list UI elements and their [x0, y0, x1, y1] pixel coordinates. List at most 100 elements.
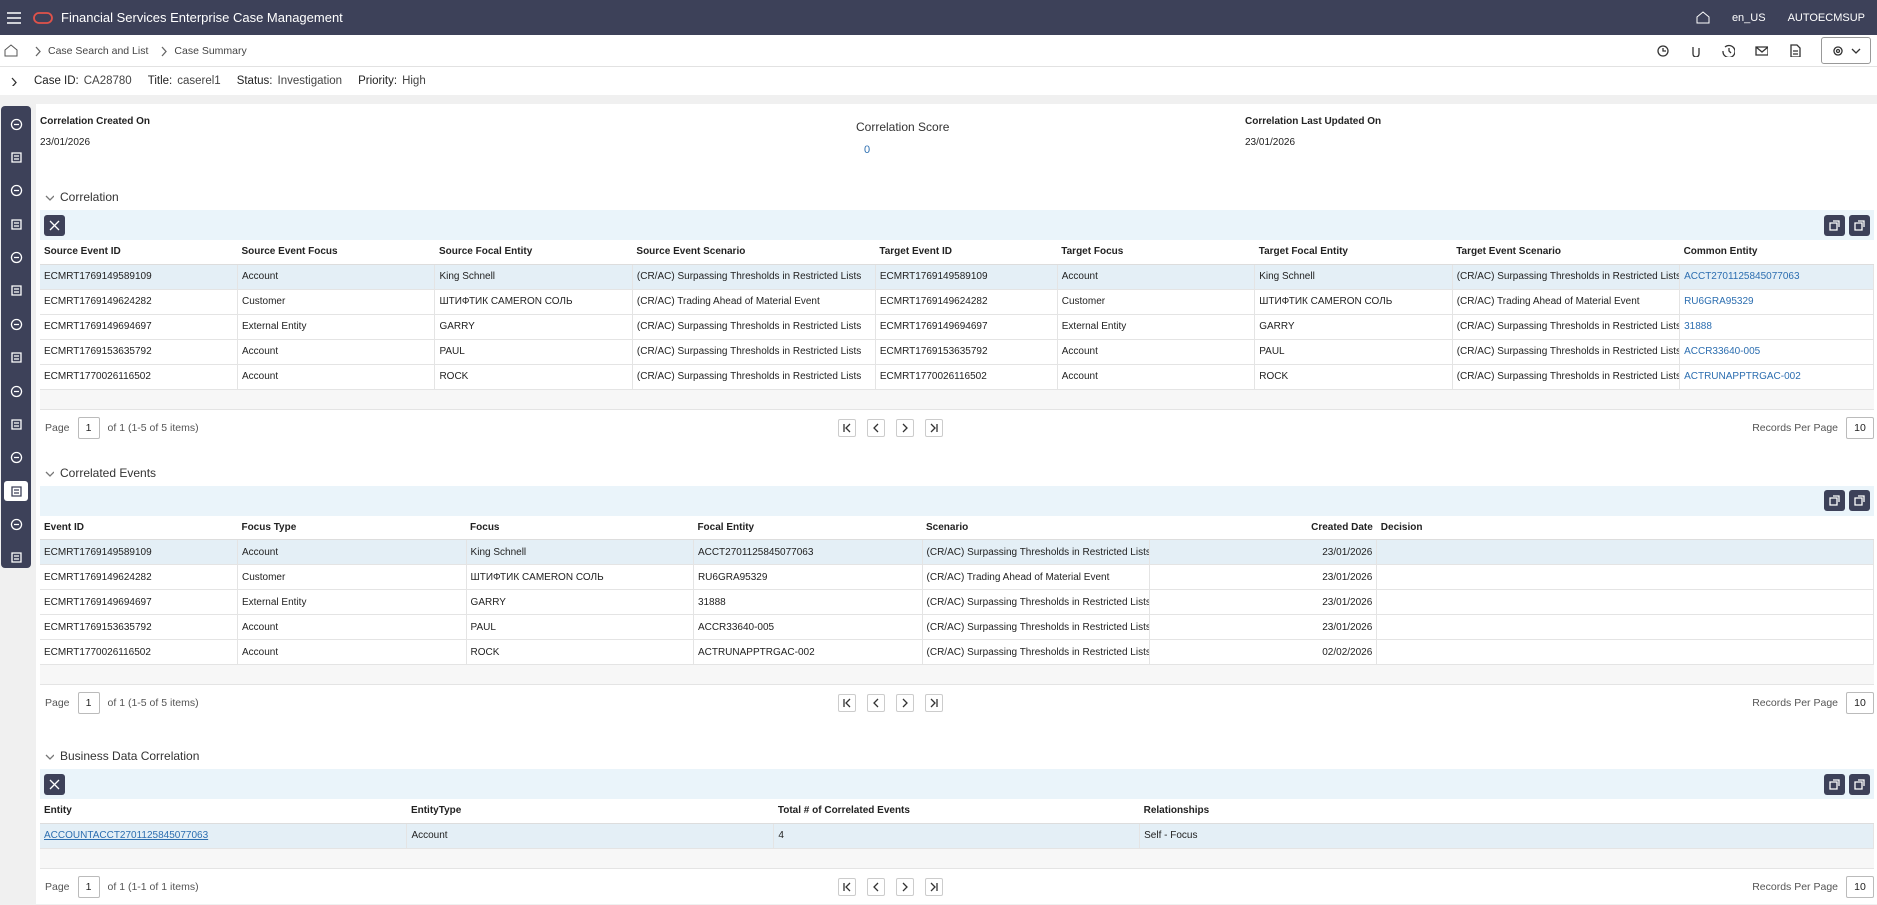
- page-button[interactable]: [896, 694, 914, 712]
- collapse-icon[interactable]: [44, 468, 54, 478]
- header-action[interactable]: [1656, 44, 1669, 57]
- table-row[interactable]: ECMRT1769153635792 Account PAUL ACCR33640-0…: [40, 614, 1874, 640]
- settings-button[interactable]: [1821, 37, 1871, 64]
- case-field-label: Priority:: [358, 75, 398, 87]
- rail-item[interactable]: [4, 414, 28, 434]
- entity-link[interactable]: ACCT2701125845077063: [1684, 271, 1800, 282]
- toolbar-button[interactable]: [1824, 214, 1845, 236]
- collapse-icon[interactable]: [44, 751, 54, 761]
- page-button[interactable]: [867, 877, 885, 896]
- rail-icon-shape: [10, 352, 22, 363]
- menu-icon[interactable]: [7, 11, 23, 24]
- table-cell: ECMRT1769149589109: [40, 264, 238, 290]
- toolbar-button[interactable]: [1824, 773, 1845, 795]
- table-row[interactable]: ECMRT1769149694697 External Entity GARRY 31…: [40, 589, 1874, 615]
- page-button[interactable]: [925, 418, 943, 437]
- rail-item[interactable]: [4, 147, 28, 167]
- page-button[interactable]: [925, 694, 943, 712]
- chevron-shape: [35, 46, 41, 56]
- entity-link[interactable]: ACCOUNTACCT2701125845077063: [44, 830, 209, 841]
- entity-link[interactable]: ACTRUNAPPTRGAC-002: [1684, 371, 1801, 382]
- tool-icon: [1829, 495, 1840, 506]
- table-row[interactable]: ECMRT1770026116502 Account ROCK (CR/AC) Sur…: [40, 364, 1874, 390]
- column-header: Target Focus: [1057, 240, 1255, 265]
- table-row[interactable]: ECMRT1769149624282 Customer ШТИФТИК CAMERO…: [40, 564, 1874, 590]
- page-button[interactable]: [838, 877, 856, 896]
- expand-icon[interactable]: [8, 76, 18, 86]
- table-row[interactable]: ACCOUNTACCT2701125845077063 Account 4 Self …: [40, 823, 1874, 849]
- rail-item[interactable]: [4, 114, 28, 134]
- records-label: Records Per Page: [1752, 880, 1838, 893]
- page-button[interactable]: [867, 694, 885, 712]
- entity-link[interactable]: RU6GRA95329: [1684, 296, 1754, 307]
- toolbar-button[interactable]: [1824, 490, 1845, 511]
- rail-item[interactable]: [4, 381, 28, 401]
- page-button[interactable]: [838, 418, 856, 437]
- records-input[interactable]: 10: [1846, 875, 1874, 898]
- breadcrumb[interactable]: Case Summary: [174, 44, 247, 57]
- header-action[interactable]: [1788, 44, 1801, 57]
- page-button[interactable]: [896, 877, 914, 896]
- table-cell: (CR/AC) Trading Ahead of Material Event: [922, 564, 1150, 590]
- table-row[interactable]: ECMRT1769149589109 Account King Schnell ACC…: [40, 539, 1874, 565]
- page-button[interactable]: [896, 418, 914, 437]
- header-action[interactable]: [1755, 44, 1768, 57]
- table-row[interactable]: ECMRT1769149624282 Customer ШТИФТИК CAMERO…: [40, 289, 1874, 315]
- page-button-icon: [930, 698, 938, 708]
- toolbar-button[interactable]: [1849, 214, 1870, 236]
- breadcrumb[interactable]: Case Search and List: [48, 44, 149, 57]
- page-button-icon: [843, 882, 851, 891]
- logo: [33, 11, 53, 24]
- locale[interactable]: en_US: [1731, 11, 1766, 24]
- home-icon[interactable]: [1696, 11, 1710, 24]
- user-menu[interactable]: AUTOECMSUP: [1787, 11, 1865, 24]
- table-cell: ECMRT1770026116502: [40, 364, 238, 390]
- rail-item[interactable]: [4, 548, 28, 568]
- entity-link[interactable]: 31888: [1684, 321, 1712, 332]
- rail-item[interactable]: [4, 480, 28, 502]
- gear-icon-shape: [1833, 46, 1843, 56]
- home-icon[interactable]: [4, 44, 18, 57]
- table-cell: ACCT2701125845077063: [693, 539, 923, 565]
- page-button[interactable]: [925, 877, 943, 896]
- page-input[interactable]: 1: [77, 416, 100, 439]
- rail-item[interactable]: [4, 314, 28, 334]
- table-row[interactable]: ECMRT1769149589109 Account King Schnell (CR…: [40, 264, 1874, 290]
- table-cell: Account: [406, 823, 775, 849]
- rail-item[interactable]: [4, 348, 28, 368]
- rail-item[interactable]: [4, 247, 28, 267]
- gear-icon[interactable]: [1831, 44, 1844, 57]
- page-input[interactable]: 1: [77, 875, 100, 898]
- table-row[interactable]: ECMRT1769149694697 External Entity GARRY (C…: [40, 314, 1874, 340]
- column-header: Focus Type: [237, 515, 467, 540]
- side-rail: [1, 106, 31, 568]
- summary-item: Correlation Created On 23/01/2026: [40, 116, 150, 148]
- rail-icon-shape: [10, 318, 22, 330]
- rail-item[interactable]: [4, 448, 28, 468]
- rail-item[interactable]: [4, 514, 28, 534]
- header-action-shape: [1657, 45, 1669, 57]
- tool-icon: [1854, 778, 1865, 790]
- header-action[interactable]: [1722, 44, 1735, 57]
- chevron-shape: [161, 46, 168, 56]
- toolbar-button[interactable]: [1849, 490, 1870, 511]
- page-input[interactable]: 1: [77, 692, 100, 714]
- column-header: Relationships: [1139, 799, 1874, 824]
- rail-item[interactable]: [4, 181, 28, 201]
- collapse-icon[interactable]: [44, 192, 54, 202]
- toolbar-button[interactable]: [44, 773, 65, 795]
- toolbar-button[interactable]: [44, 214, 65, 236]
- header-action[interactable]: [1689, 44, 1702, 57]
- records-input[interactable]: 10: [1846, 416, 1874, 439]
- rail-item[interactable]: [4, 281, 28, 301]
- rail-icon: [10, 251, 22, 264]
- page-button[interactable]: [838, 694, 856, 712]
- rail-item[interactable]: [4, 214, 28, 234]
- table-row[interactable]: ECMRT1770026116502 Account ROCK ACTRUNAPPTR…: [40, 639, 1874, 665]
- toolbar-button[interactable]: [1849, 773, 1870, 795]
- page-button[interactable]: [867, 418, 885, 437]
- records-input[interactable]: 10: [1846, 692, 1874, 714]
- page-nav: [838, 877, 943, 896]
- entity-link[interactable]: ACCR33640-005: [1684, 346, 1761, 357]
- table-row[interactable]: ECMRT1769153635792 Account PAUL (CR/AC) Sur…: [40, 339, 1874, 365]
